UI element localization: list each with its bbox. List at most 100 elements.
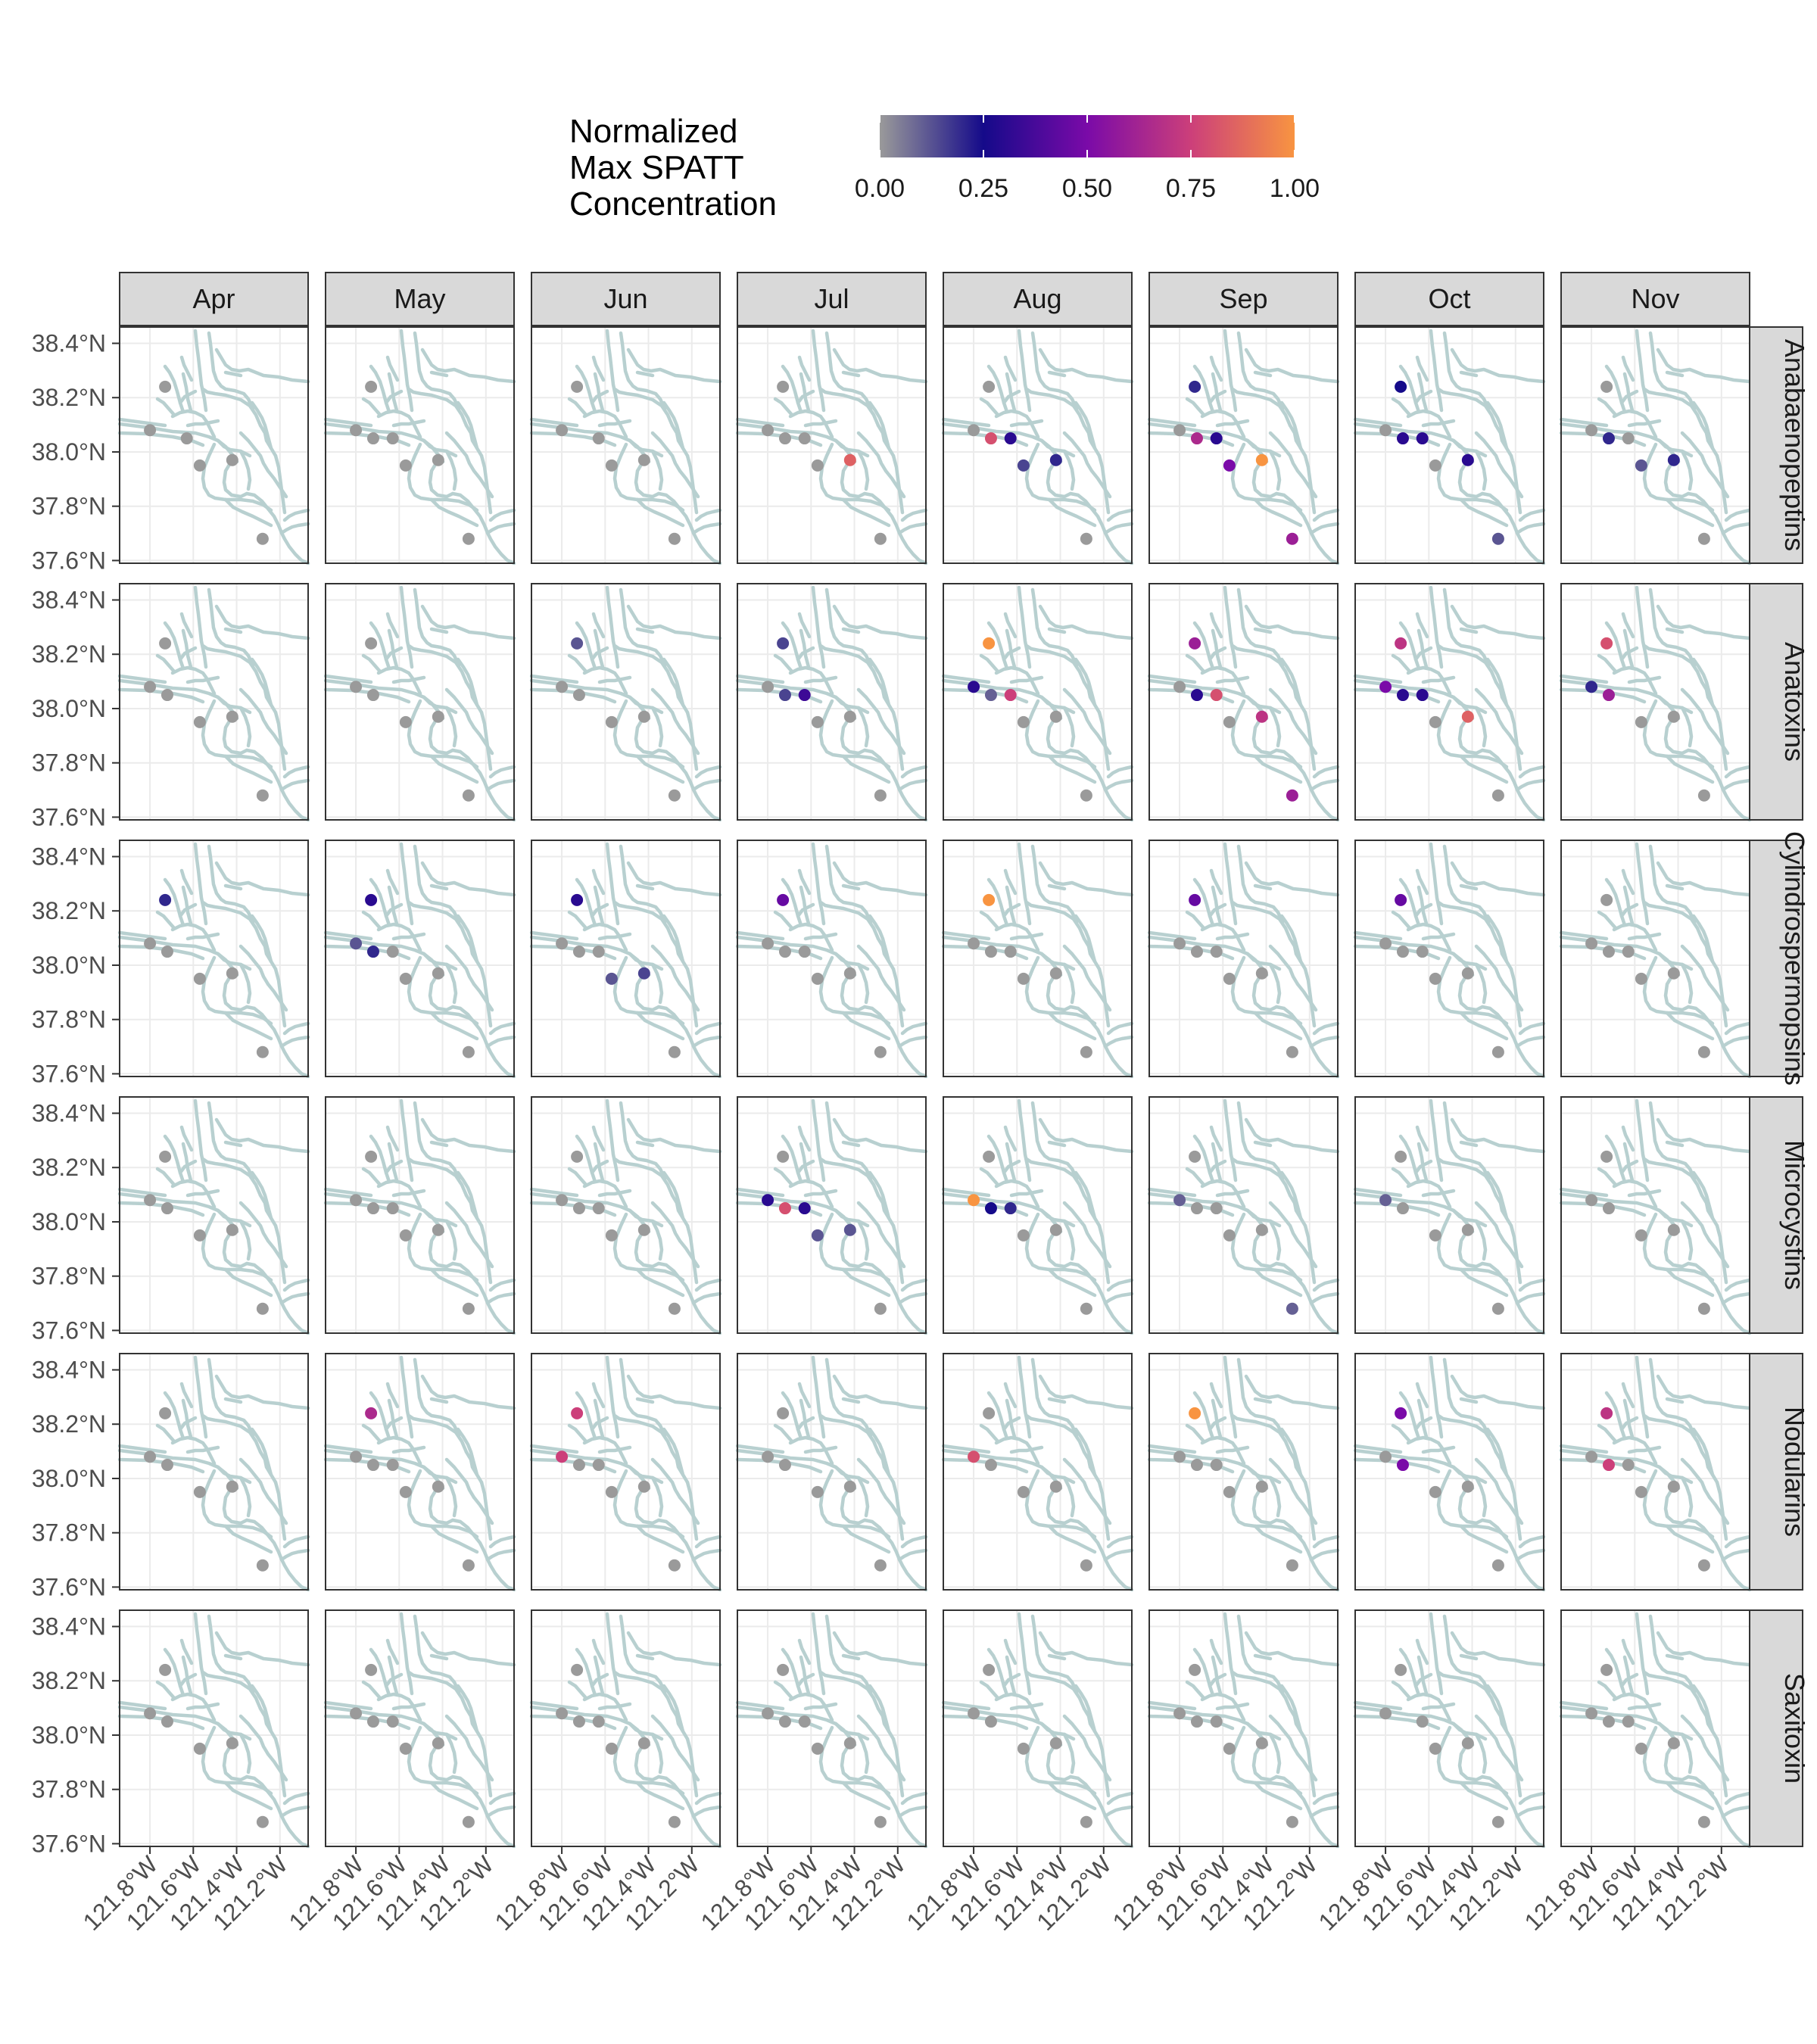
waterway bbox=[391, 675, 426, 684]
waterway bbox=[1700, 423, 1719, 458]
station-point bbox=[226, 967, 238, 980]
waterway bbox=[811, 329, 826, 413]
waterway bbox=[1474, 962, 1488, 1005]
station-point bbox=[571, 893, 584, 906]
station-point bbox=[556, 1194, 569, 1207]
waterway bbox=[1103, 1557, 1134, 1592]
waterway bbox=[238, 687, 270, 730]
map-panel bbox=[1353, 326, 1546, 566]
waterway bbox=[735, 1448, 857, 1491]
waterway bbox=[1724, 1535, 1752, 1549]
waterway bbox=[612, 1212, 640, 1272]
station-point bbox=[1602, 689, 1615, 702]
station-point bbox=[983, 893, 996, 906]
waterway bbox=[1209, 1382, 1223, 1409]
waterway bbox=[593, 1142, 605, 1182]
waterway bbox=[1686, 1774, 1725, 1818]
waterway bbox=[1619, 1159, 1639, 1175]
waterway bbox=[201, 1469, 228, 1528]
waterway bbox=[429, 1267, 479, 1298]
waterway bbox=[245, 1261, 284, 1305]
waterway bbox=[1209, 868, 1223, 896]
waterway bbox=[1559, 935, 1681, 977]
waterway bbox=[979, 1167, 1000, 1187]
waterway bbox=[1451, 438, 1488, 458]
waterway bbox=[1024, 900, 1086, 941]
waterway bbox=[691, 1557, 722, 1592]
waterway bbox=[1047, 370, 1067, 378]
waterway bbox=[612, 900, 675, 941]
waterway bbox=[207, 1357, 255, 1438]
waterway bbox=[1515, 1301, 1546, 1335]
waterway bbox=[1309, 1035, 1340, 1048]
waterway bbox=[1642, 900, 1704, 941]
waterway bbox=[1209, 612, 1223, 639]
waterway bbox=[258, 936, 278, 971]
waterway bbox=[1415, 1382, 1429, 1409]
station-point bbox=[1395, 1407, 1407, 1419]
waterway bbox=[941, 674, 991, 684]
facet-panels bbox=[117, 326, 1752, 1849]
station-point bbox=[366, 1459, 379, 1472]
waterway bbox=[1707, 982, 1730, 1012]
station-point bbox=[1080, 789, 1092, 802]
waterway bbox=[250, 1170, 273, 1220]
map-panel bbox=[1559, 326, 1752, 566]
waterway bbox=[413, 1357, 461, 1438]
station-point bbox=[1190, 946, 1203, 958]
waterway bbox=[1406, 922, 1452, 952]
station-point bbox=[1416, 432, 1429, 445]
station-point bbox=[798, 946, 811, 958]
strip-month-label: Nov bbox=[1631, 283, 1679, 314]
station-point bbox=[1190, 1202, 1203, 1215]
waterway bbox=[897, 787, 928, 822]
map-panel bbox=[117, 326, 310, 566]
waterway bbox=[201, 1670, 263, 1711]
panel-border bbox=[325, 840, 515, 1077]
waterway bbox=[824, 844, 873, 924]
station-point bbox=[983, 1407, 996, 1419]
waterway bbox=[485, 778, 516, 792]
waterway bbox=[1230, 1670, 1292, 1711]
station-point bbox=[1491, 789, 1504, 802]
waterway bbox=[1089, 725, 1112, 756]
waterway bbox=[670, 423, 690, 458]
waterway bbox=[799, 628, 811, 669]
waterway bbox=[582, 1692, 628, 1722]
waterway bbox=[1253, 627, 1273, 634]
station-point bbox=[984, 1459, 997, 1472]
waterway bbox=[1665, 497, 1715, 528]
waterway bbox=[420, 1374, 516, 1410]
waterway bbox=[1047, 627, 1067, 634]
waterway bbox=[1103, 1292, 1134, 1305]
waterway bbox=[1619, 902, 1639, 918]
waterway bbox=[796, 389, 815, 405]
waterway bbox=[1230, 1413, 1292, 1454]
station-point bbox=[637, 710, 650, 723]
waterway bbox=[941, 417, 991, 428]
station-point bbox=[1223, 715, 1236, 728]
waterway bbox=[1002, 1159, 1021, 1175]
waterway bbox=[797, 1125, 812, 1152]
station-point bbox=[1210, 1202, 1223, 1215]
station-point bbox=[778, 1202, 791, 1215]
waterway bbox=[279, 1814, 310, 1849]
strip-month bbox=[119, 272, 309, 326]
waterway bbox=[1353, 422, 1475, 464]
y-tick-label: 38.4°N bbox=[32, 330, 106, 357]
station-point bbox=[1255, 710, 1268, 723]
waterway bbox=[1450, 861, 1546, 897]
panel-border bbox=[325, 326, 515, 564]
waterway bbox=[238, 944, 270, 986]
waterway bbox=[1450, 1117, 1546, 1154]
station-point bbox=[798, 689, 811, 702]
waterway bbox=[223, 1140, 243, 1148]
waterway bbox=[170, 1179, 217, 1209]
waterway bbox=[155, 1680, 176, 1700]
station-point bbox=[843, 1223, 856, 1236]
waterway bbox=[678, 1239, 700, 1269]
waterway bbox=[479, 1737, 493, 1798]
station-point bbox=[1635, 1742, 1647, 1755]
waterway bbox=[420, 604, 516, 640]
strip-toxin-label: Saxitoxin bbox=[1779, 1673, 1810, 1784]
